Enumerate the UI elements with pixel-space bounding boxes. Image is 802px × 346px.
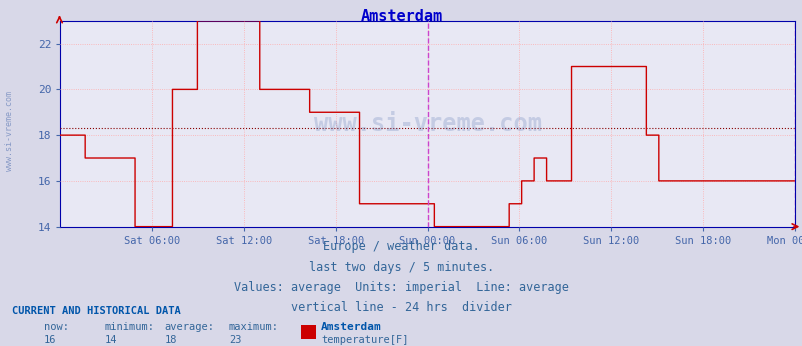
Text: Amsterdam: Amsterdam — [360, 9, 442, 24]
Text: Amsterdam: Amsterdam — [321, 322, 382, 333]
Text: minimum:: minimum: — [104, 322, 154, 333]
Text: 14: 14 — [104, 335, 117, 345]
Text: average:: average: — [164, 322, 214, 333]
Text: 16: 16 — [44, 335, 57, 345]
Text: Europe / weather data.: Europe / weather data. — [322, 240, 480, 254]
Text: now:: now: — [44, 322, 69, 333]
Text: 18: 18 — [164, 335, 177, 345]
Text: CURRENT AND HISTORICAL DATA: CURRENT AND HISTORICAL DATA — [12, 306, 180, 316]
Text: maximum:: maximum: — [229, 322, 278, 333]
Text: vertical line - 24 hrs  divider: vertical line - 24 hrs divider — [290, 301, 512, 314]
Text: temperature[F]: temperature[F] — [321, 335, 408, 345]
Text: Values: average  Units: imperial  Line: average: Values: average Units: imperial Line: av… — [233, 281, 569, 294]
Text: 23: 23 — [229, 335, 241, 345]
Text: www.si-vreme.com: www.si-vreme.com — [314, 112, 541, 136]
Text: last two days / 5 minutes.: last two days / 5 minutes. — [309, 261, 493, 274]
Text: www.si-vreme.com: www.si-vreme.com — [5, 91, 14, 172]
